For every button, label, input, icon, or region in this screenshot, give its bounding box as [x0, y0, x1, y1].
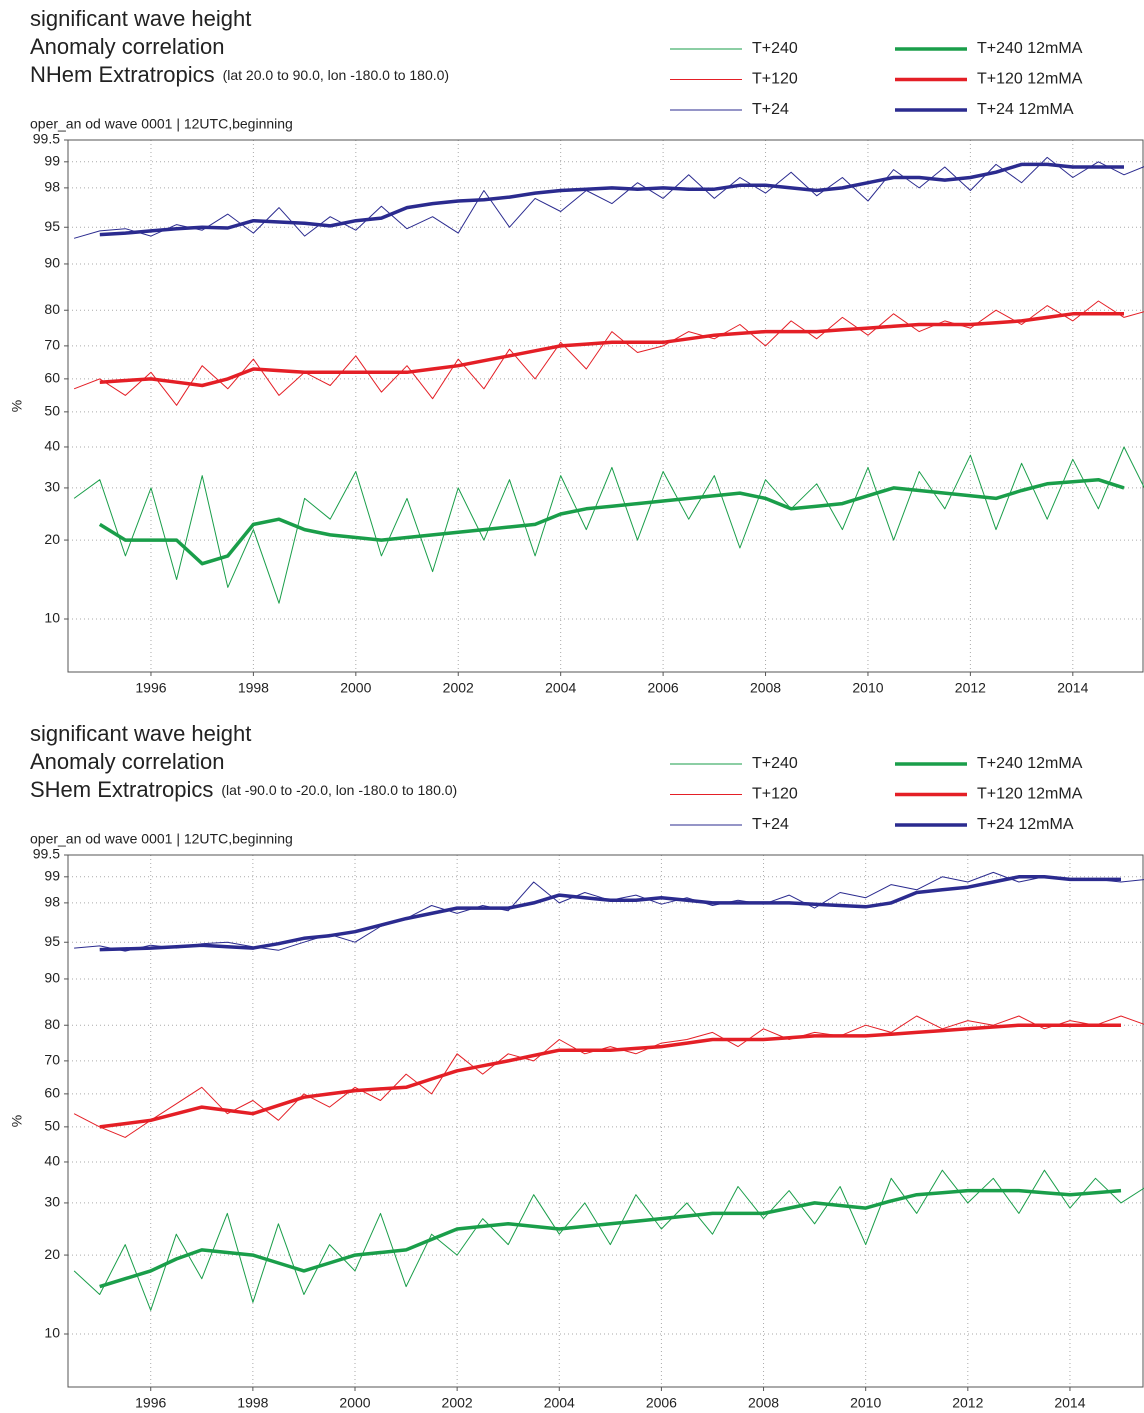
legend-label: T+24 — [752, 816, 789, 833]
x-tick-label: 1998 — [237, 1395, 268, 1411]
y-tick-label: 98 — [44, 179, 60, 195]
series-line — [73, 156, 1144, 239]
y-tick-label: 30 — [44, 1194, 60, 1210]
y-tick-label: 99 — [44, 153, 60, 169]
y-tick-label: 60 — [44, 1085, 60, 1101]
series-line — [73, 1015, 1144, 1138]
y-tick-label: 40 — [44, 1153, 60, 1169]
series-group — [73, 871, 1144, 1311]
series-line — [99, 312, 1124, 388]
y-axis-label: % — [9, 1115, 25, 1127]
y-tick-label: 40 — [44, 438, 60, 454]
chart: 10 20 30 40 50 60 70 80 90 95 98 99 99.5 1996 1998 2000… — [9, 6, 1144, 696]
y-tick-label: 70 — [44, 1052, 60, 1068]
y-tick-label: 60 — [44, 370, 60, 386]
x-tick-label: 2010 — [852, 680, 883, 696]
y-tick-label: 10 — [44, 1325, 60, 1341]
legend-label: T+240 — [752, 40, 798, 57]
region-name: NHem Extratropics — [30, 62, 215, 87]
y-tick-label: 99.5 — [33, 131, 60, 147]
y-tick-label: 98 — [44, 894, 60, 910]
x-tick-label: 2014 — [1054, 1395, 1085, 1411]
chart: 10 20 30 40 50 60 70 80 90 95 98 99 99.5 1996 1998 2000… — [9, 721, 1144, 1411]
y-tick-label: 20 — [44, 531, 60, 547]
x-tick-label: 2004 — [545, 680, 576, 696]
legend-label: T+120 12mMA — [977, 786, 1083, 803]
series-line — [73, 446, 1144, 604]
legend-label: T+240 12mMA — [977, 40, 1083, 57]
x-tick-label: 1996 — [135, 680, 166, 696]
x-tick-label: 2012 — [955, 680, 986, 696]
x-tick-label: 1998 — [238, 680, 269, 696]
series-line — [99, 1188, 1122, 1289]
x-tick-label: 2010 — [850, 1395, 881, 1411]
x-tick-label: 2002 — [442, 1395, 473, 1411]
legend-label: T+240 12mMA — [977, 755, 1083, 772]
legend-label: T+240 — [752, 755, 798, 772]
legend-label: T+24 — [752, 101, 789, 118]
x-tick-label: 2008 — [748, 1395, 779, 1411]
x-tick-label: 2000 — [339, 1395, 370, 1411]
plot-frame — [67, 854, 1144, 1388]
plot-frame — [67, 139, 1144, 673]
y-tick-label: 50 — [44, 1118, 60, 1134]
y-tick-label: 99.5 — [33, 846, 60, 862]
source-note: oper_an od wave 0001 | 12UTC,beginning — [30, 116, 293, 132]
source-note: oper_an od wave 0001 | 12UTC,beginning — [30, 831, 293, 847]
y-tick-label: 30 — [44, 479, 60, 495]
series-line — [73, 1169, 1144, 1311]
x-tick-label: 1996 — [135, 1395, 166, 1411]
legend-label: T+24 12mMA — [977, 101, 1074, 118]
x-tick-label: 2014 — [1057, 680, 1088, 696]
x-tick-label: 2008 — [750, 680, 781, 696]
y-tick-label: 95 — [44, 218, 60, 234]
region: NHem Extratropics (lat 20.0 to 90.0, lon … — [30, 62, 449, 87]
y-tick-label: 95 — [44, 933, 60, 949]
series-line — [73, 300, 1144, 406]
y-tick-label: 90 — [44, 970, 60, 986]
series-group — [73, 156, 1144, 604]
chart-subtitle: Anomaly correlation — [30, 749, 224, 774]
y-tick-label: 90 — [44, 255, 60, 271]
chart-subtitle: Anomaly correlation — [30, 34, 224, 59]
x-tick-label: 2004 — [544, 1395, 575, 1411]
y-tick-label: 99 — [44, 868, 60, 884]
series-line — [99, 875, 1121, 952]
chart-title: significant wave height — [30, 6, 251, 31]
y-tick-label: 10 — [44, 610, 60, 626]
y-tick-label: 70 — [44, 337, 60, 353]
x-tick-label: 2006 — [646, 1395, 677, 1411]
legend-label: T+120 — [752, 71, 798, 88]
y-tick-label: 80 — [44, 1016, 60, 1032]
region-name: SHem Extratropics — [30, 777, 213, 802]
legend-label: T+120 12mMA — [977, 71, 1083, 88]
legend-label: T+24 12mMA — [977, 816, 1074, 833]
x-tick-label: 2012 — [952, 1395, 983, 1411]
series-line — [99, 162, 1124, 237]
series-line — [99, 1023, 1121, 1129]
x-tick-label: 2000 — [340, 680, 371, 696]
y-tick-label: 80 — [44, 301, 60, 317]
region: SHem Extratropics (lat -90.0 to -20.0, lo… — [30, 777, 457, 802]
y-axis-label: % — [9, 400, 25, 412]
x-tick-label: 2002 — [443, 680, 474, 696]
y-tick-label: 50 — [44, 403, 60, 419]
region-note: (lat 20.0 to 90.0, lon -180.0 to 180.0) — [223, 67, 450, 83]
legend-label: T+120 — [752, 786, 798, 803]
region-note: (lat -90.0 to -20.0, lon -180.0 to 180.0… — [221, 782, 457, 798]
y-tick-label: 20 — [44, 1246, 60, 1262]
x-tick-label: 2006 — [648, 680, 679, 696]
series-line — [98, 477, 1125, 566]
chart-title: significant wave height — [30, 721, 251, 746]
